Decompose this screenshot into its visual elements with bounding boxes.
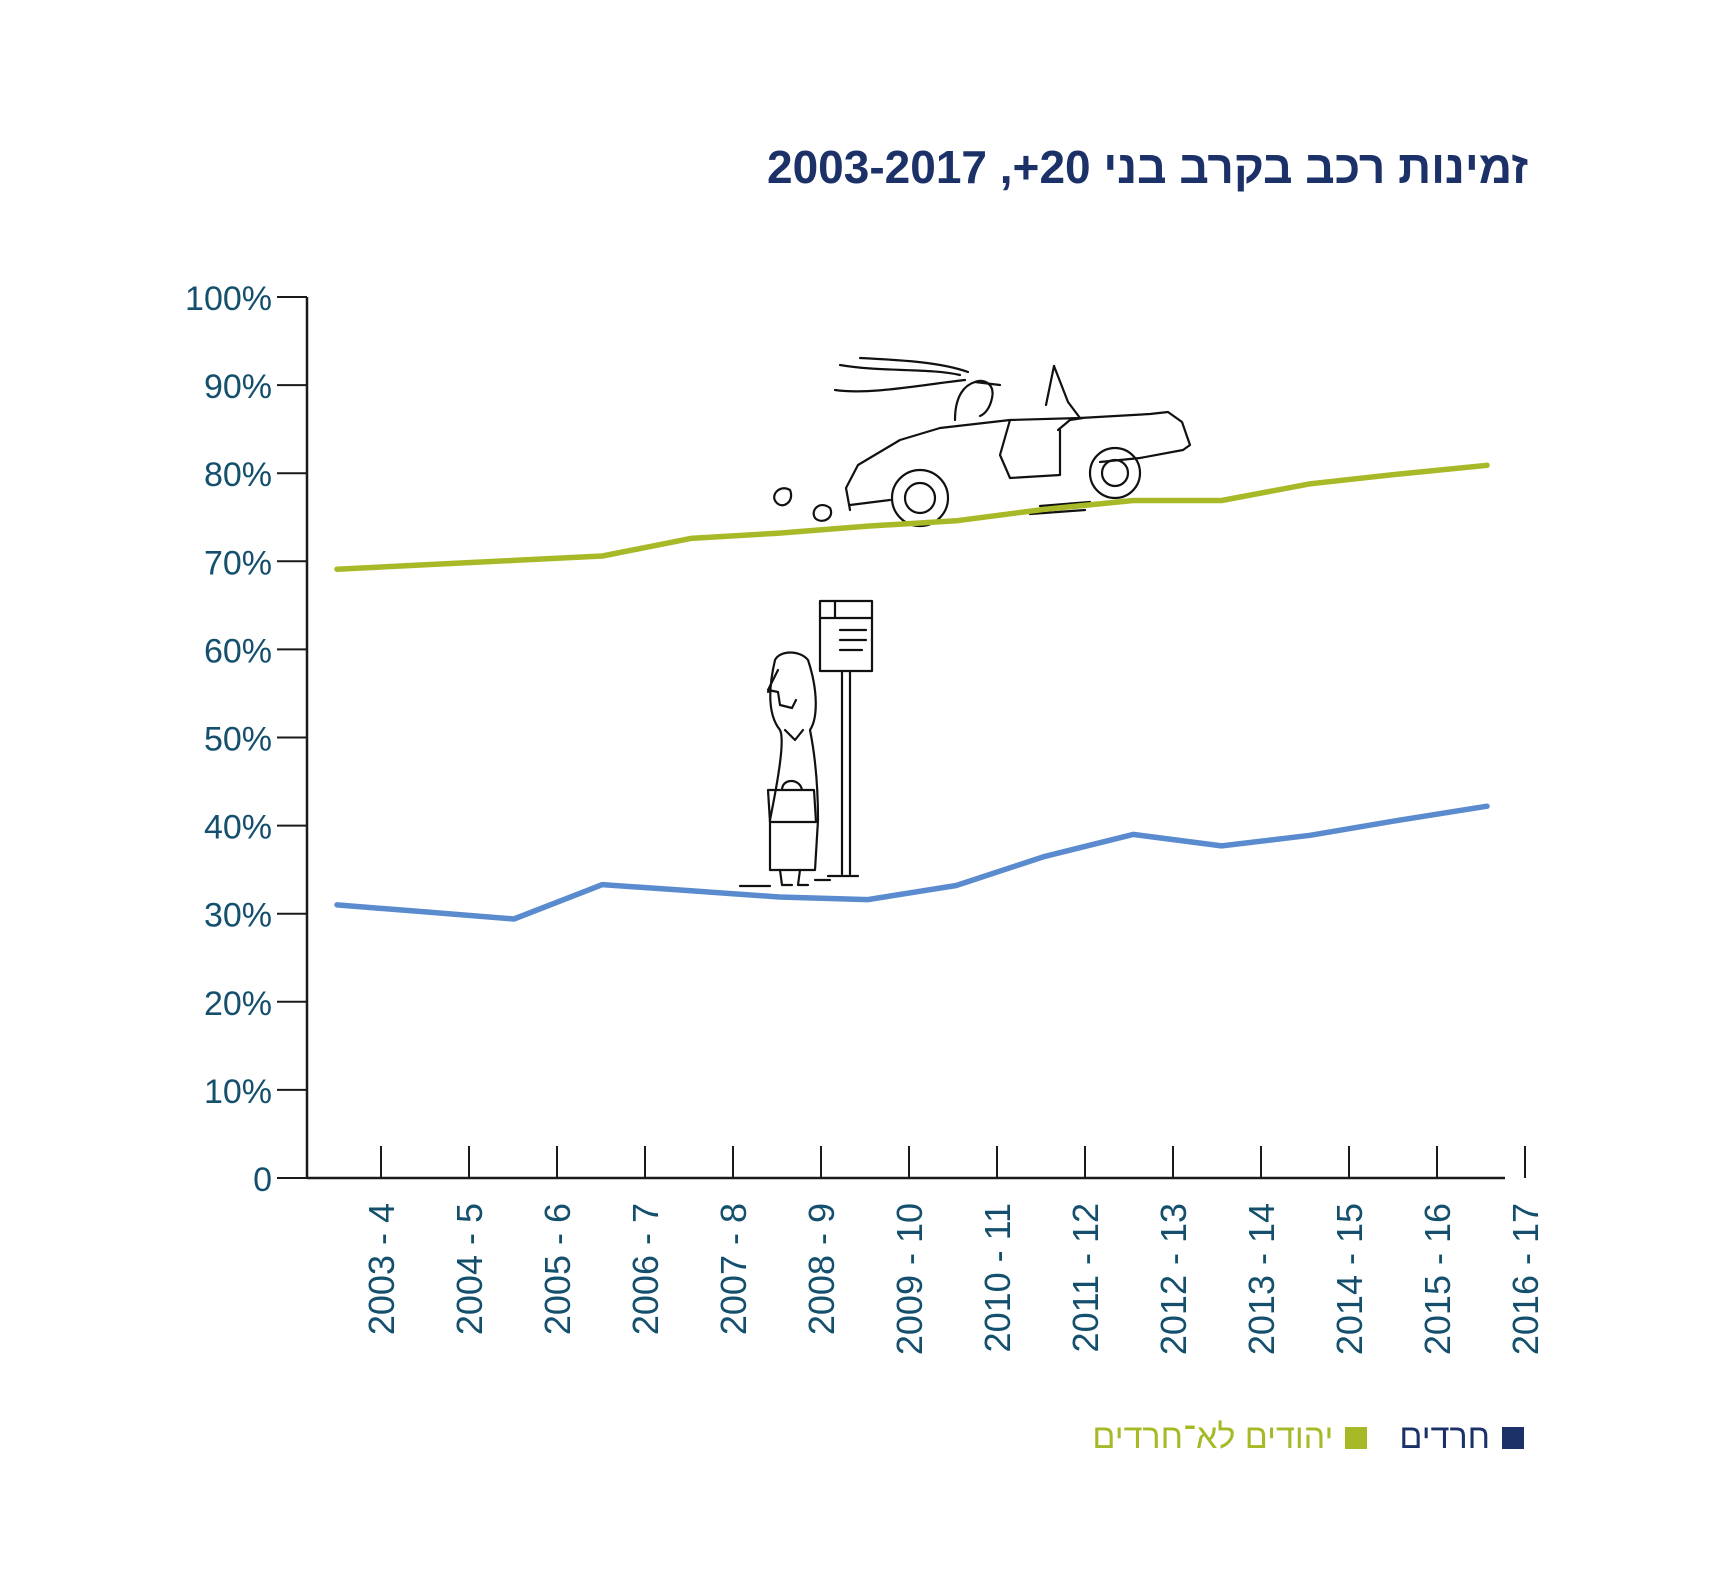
y-tick-label: 60% — [204, 632, 272, 670]
y-tick-label: 80% — [204, 456, 272, 494]
x-tick-label: 2008 - 9 — [801, 1203, 842, 1335]
x-tick-label: 2009 - 10 — [889, 1203, 930, 1355]
y-tick-label: 100% — [185, 280, 272, 318]
legend-swatch-non-haredi — [1345, 1426, 1368, 1449]
y-tick-label: 90% — [204, 368, 272, 406]
y-tick-label: 20% — [204, 985, 272, 1023]
y-tick-label: 40% — [204, 809, 272, 847]
car-illustration — [773, 356, 1192, 528]
y-tick-label: 50% — [204, 721, 272, 759]
y-tick-label: 30% — [204, 897, 272, 935]
x-tick-label: 2011 - 12 — [1065, 1203, 1106, 1352]
x-tick-label: 2015 - 16 — [1417, 1203, 1458, 1355]
bus-stop-illustration — [738, 599, 874, 888]
x-tick-label: 2012 - 13 — [1153, 1203, 1194, 1355]
x-tick-label: 2003 - 4 — [361, 1203, 402, 1335]
axes — [305, 297, 1505, 1180]
legend-label-non-haredi: יהודים לא־חרדים — [1092, 1418, 1334, 1456]
y-tick-label: 70% — [204, 544, 272, 582]
series-line-non-haredi — [334, 462, 1490, 572]
legend: חרדים יהודים לא־חרדים — [1070, 1418, 1524, 1457]
x-tick-label: 2005 - 6 — [537, 1203, 578, 1335]
x-tick-label: 2004 - 5 — [449, 1203, 490, 1335]
x-tick-label: 2014 - 15 — [1329, 1203, 1370, 1355]
legend-label-haredi: חרדים — [1399, 1418, 1490, 1456]
x-axis-ticks: 2003 - 4 2004 - 5 2005 - 6 2006 - 7 2007 - 8… — [361, 1146, 1546, 1355]
y-tick-label: 10% — [204, 1073, 272, 1111]
x-tick-label: 2013 - 14 — [1241, 1203, 1282, 1355]
y-tick-label: 0 — [253, 1161, 272, 1199]
x-tick-label: 2006 - 7 — [625, 1203, 666, 1335]
x-tick-label: 2016 - 17 — [1505, 1203, 1546, 1355]
x-tick-label: 2010 - 11 — [977, 1203, 1018, 1352]
legend-swatch-haredi — [1502, 1426, 1524, 1449]
x-tick-label: 2007 - 8 — [713, 1203, 754, 1335]
chart-title: זמינות רכב בקרב בני 20+, 2003-2017 — [767, 141, 1528, 193]
series-layer — [334, 462, 1490, 922]
series-line-haredi — [334, 803, 1490, 922]
legend-item-non-haredi: יהודים לא־חרדים — [1092, 1418, 1368, 1457]
y-axis-ticks: 0 10% 20% 30% 40% 50% 60% 70% 80% 90% 100% — [185, 280, 307, 1199]
legend-item-haredi: חרדים — [1399, 1418, 1524, 1457]
